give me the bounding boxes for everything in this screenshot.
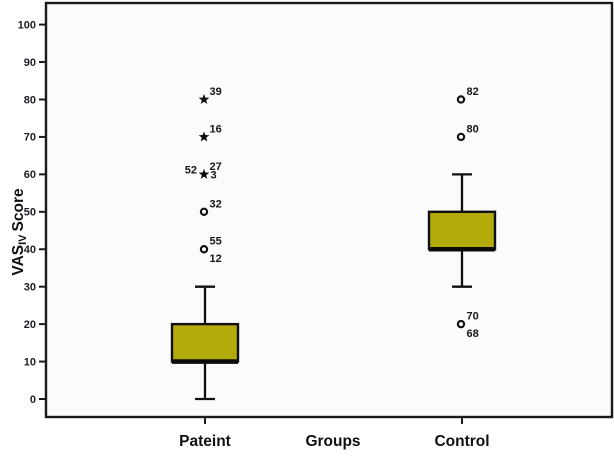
y-tick-label-10: 10: [24, 356, 36, 368]
outlier-case-label: 3: [211, 169, 217, 181]
extreme-marker-star: [198, 131, 210, 142]
y-axis-title-main: VAS: [10, 245, 27, 276]
outlier-marker-circle: [199, 245, 209, 254]
outlier-marker-circle: [199, 207, 209, 216]
y-tick-label-90: 90: [24, 57, 36, 69]
outlier-case-label: 32: [210, 198, 222, 210]
outlier-case-label: 82: [467, 86, 479, 98]
y-tick-label-50: 50: [24, 207, 36, 219]
y-tick-label-0: 0: [30, 394, 36, 406]
y-axis-title-rest: Score: [10, 188, 27, 231]
y-tick-label-80: 80: [24, 94, 36, 106]
outlier-marker-circle: [456, 319, 466, 329]
outlier-marker-circle: [456, 132, 466, 142]
outlier-case-label: 80: [467, 123, 479, 135]
plot-content-layer: 0 10 20 30 40 50 60 70 80 90 100 39 16 52 273 32 55 12 82 8…: [18, 19, 497, 424]
outlier-case-label: 52: [185, 164, 197, 176]
y-axis-title: VASIV Score: [10, 188, 29, 276]
y-tick-label-70: 70: [24, 132, 36, 144]
box-0: [170, 322, 240, 363]
y-tick-label-40: 40: [24, 244, 36, 256]
outlier-case-label: 55: [210, 236, 222, 248]
outlier-case-label: 12: [210, 253, 222, 265]
y-axis-title-subscript: IV: [17, 234, 29, 245]
outlier-case-label: 39: [210, 86, 222, 98]
extreme-marker-star: [198, 168, 210, 179]
x-axis-title: Groups: [305, 433, 360, 450]
outlier-case-label: 16: [210, 123, 222, 135]
outlier-marker-circle: [456, 95, 466, 104]
outlier-case-label: 70: [467, 311, 479, 323]
outlier-case-label: 27: [210, 161, 222, 173]
category-label-pateint: Pateint: [179, 433, 231, 450]
outlier-case-label: 68: [467, 328, 479, 340]
y-tick-label-20: 20: [24, 319, 36, 331]
extreme-marker-star: [198, 93, 210, 105]
y-tick-label-60: 60: [24, 169, 36, 181]
plot-frame: [44, 1, 614, 419]
box-1: [427, 210, 497, 251]
y-tick-label-100: 100: [18, 19, 36, 31]
y-tick-label-30: 30: [24, 281, 36, 293]
category-label-control: Control: [434, 433, 489, 450]
